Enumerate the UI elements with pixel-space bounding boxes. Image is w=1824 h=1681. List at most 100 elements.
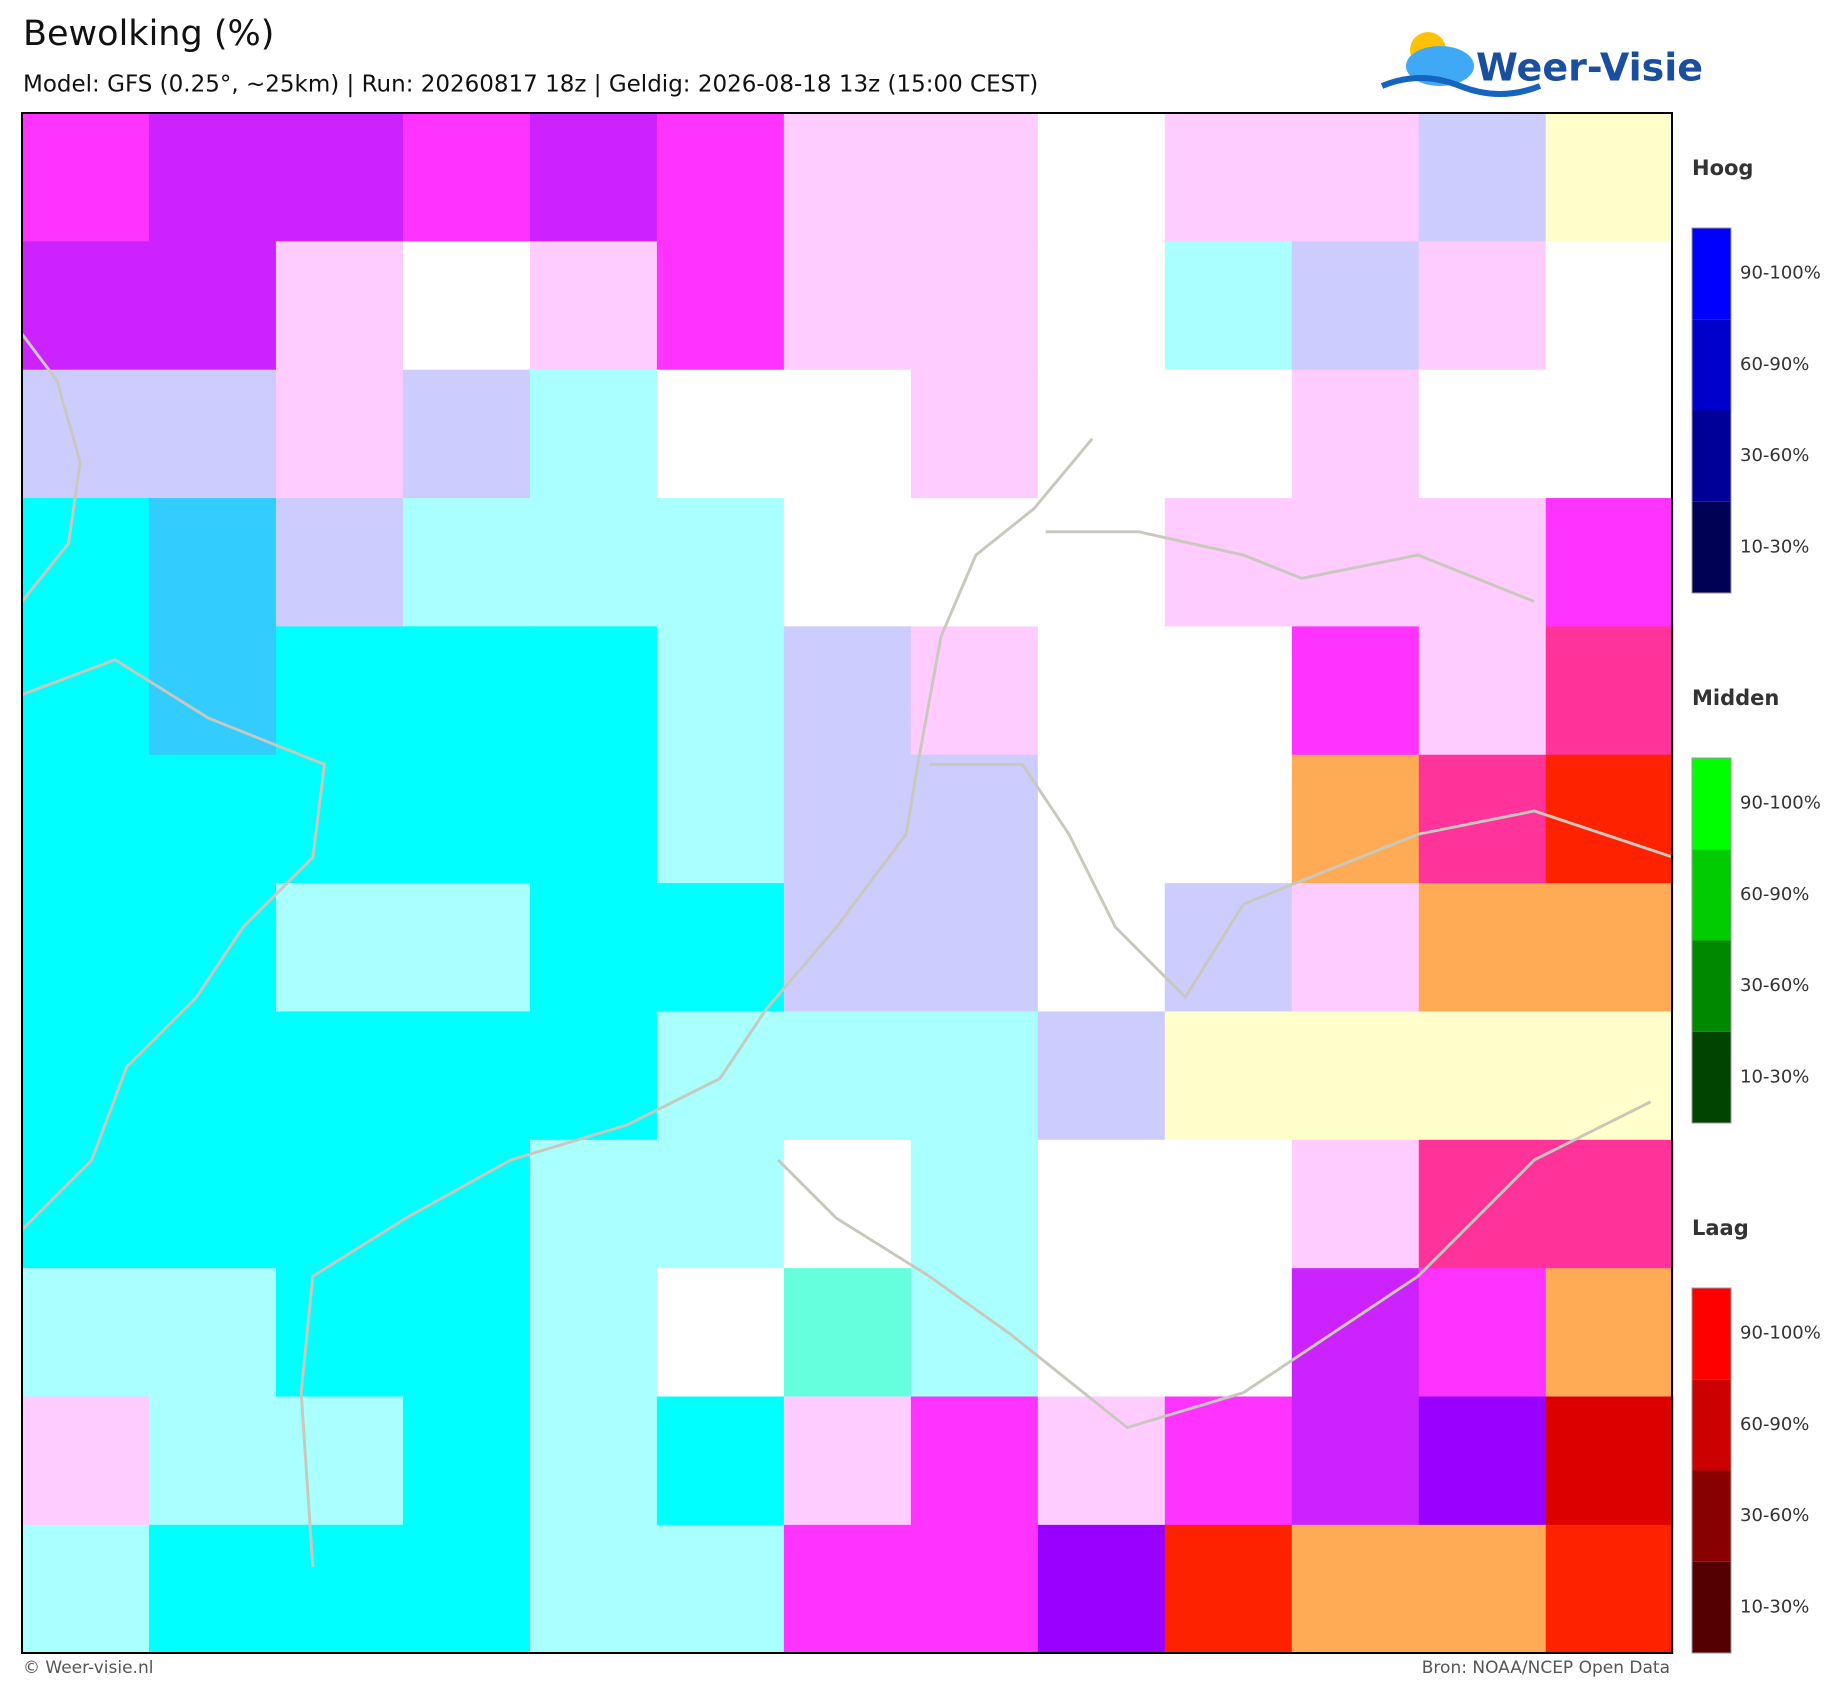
cloud-cell (275, 369, 404, 499)
cloud-cell (402, 1268, 531, 1398)
cloud-cell (1291, 754, 1420, 884)
legend-swatch (1692, 501, 1731, 593)
cloud-cell (1037, 241, 1166, 371)
cloud-cell (910, 1139, 1039, 1269)
cloud-cell (1545, 498, 1674, 627)
coastline (299, 437, 1094, 1568)
legend-title: Hoog (1692, 156, 1753, 180)
cloud-cell (783, 883, 912, 1013)
cloud-cell (1164, 1524, 1293, 1654)
cloud-cell (1037, 1011, 1166, 1141)
cloud-cell (1291, 498, 1420, 627)
cloud-cell (275, 498, 404, 627)
cloud-cell (1037, 1139, 1166, 1269)
cloud-cell (1037, 113, 1166, 242)
legend-title: Midden (1692, 686, 1779, 710)
legend-swatch (1692, 1288, 1731, 1380)
cloud-cell (1037, 754, 1166, 884)
cloud-cell (22, 113, 150, 242)
cloud-cell (529, 754, 658, 884)
cloud-cell (529, 1268, 658, 1398)
cloud-cell (910, 241, 1039, 371)
cloud-cell (22, 498, 150, 627)
cloud-cell (1418, 1396, 1547, 1526)
map-frame (21, 112, 1673, 1654)
cloud-cell (1418, 1139, 1547, 1269)
cloud-cell (783, 754, 912, 884)
cloud-cell (1545, 1396, 1674, 1526)
cloud-cell (148, 1139, 277, 1269)
cloud-cell (783, 626, 912, 756)
cloud-cell (529, 626, 658, 756)
cloud-cell (656, 754, 785, 884)
cloud-cell (148, 1524, 277, 1654)
cloud-cell (1418, 1011, 1547, 1141)
cloud-cell (1164, 369, 1293, 499)
cloud-cell (402, 369, 531, 499)
cloud-cell (275, 1011, 404, 1141)
cloud-cell (275, 241, 404, 371)
cloud-cell (910, 1524, 1039, 1654)
cloud-cell (910, 113, 1039, 242)
cloud-cell (1291, 1524, 1420, 1654)
legend-label: 60-90% (1740, 354, 1809, 375)
cloud-cell (1418, 754, 1547, 884)
cloud-cell (1545, 369, 1674, 499)
cloud-cell (1291, 369, 1420, 499)
cloud-cell (656, 498, 785, 627)
cloud-cell (148, 113, 277, 242)
legend-swatch (1692, 1031, 1731, 1123)
cloud-cell (1418, 241, 1547, 371)
legend-swatch (1692, 319, 1731, 411)
cloud-cell (402, 498, 531, 627)
cloud-cell (783, 498, 912, 627)
cloud-cell (1291, 113, 1420, 242)
cloud-cell (910, 1396, 1039, 1526)
cloud-cell (1037, 1524, 1166, 1654)
cloud-cell (529, 1011, 658, 1141)
logo-text: Weer-Visie (1476, 46, 1703, 90)
cloud-cell (148, 754, 277, 884)
legend-label: 10-30% (1740, 1596, 1809, 1617)
cloud-cell (1545, 113, 1674, 242)
legend-title: Laag (1692, 1216, 1749, 1240)
cloud-cell (1545, 1139, 1674, 1269)
map (20, 113, 1675, 1654)
coastline (929, 762, 1675, 1000)
cloud-cell (529, 498, 658, 627)
cloud-cell (275, 1524, 404, 1654)
cloud-cell (656, 1268, 785, 1398)
cloud-cell (656, 1139, 785, 1269)
cloud-cell (910, 883, 1039, 1013)
legend-swatch (1692, 228, 1731, 320)
cloud-cell (402, 1396, 531, 1526)
cloud-cell (1164, 1139, 1293, 1269)
cloud-cell (1291, 1396, 1420, 1526)
cloud-cell (1545, 1011, 1674, 1141)
cloud-cell (148, 883, 277, 1013)
cloud-cell (910, 369, 1039, 499)
cloud-cell (148, 498, 277, 627)
legend-label: 90-100% (1740, 1323, 1821, 1344)
legend-label: 60-90% (1740, 884, 1809, 905)
cloud-cell (1545, 1268, 1674, 1398)
cloud-cell (275, 1268, 404, 1398)
cloud-cell (1037, 498, 1166, 627)
cloud-cell (910, 1268, 1039, 1398)
cloud-cell (1037, 1396, 1166, 1526)
cloud-cell (783, 369, 912, 499)
cloud-cell (1418, 1524, 1547, 1654)
footer-left: © Weer-visie.nl (23, 1658, 153, 1678)
cloud-cell (1418, 883, 1547, 1013)
legend-bar-frame (1691, 757, 1732, 1124)
title: Bewolking (%) (23, 14, 274, 54)
cloud-cell (1037, 626, 1166, 756)
cloud-cell (1291, 1011, 1420, 1141)
cloud-cell (529, 369, 658, 499)
cloud-cell (22, 369, 150, 499)
cloud-cell (656, 369, 785, 499)
cloud-cell (783, 241, 912, 371)
legend-swatch (1692, 410, 1731, 502)
footer-right: Bron: NOAA/NCEP Open Data (1422, 1658, 1670, 1678)
